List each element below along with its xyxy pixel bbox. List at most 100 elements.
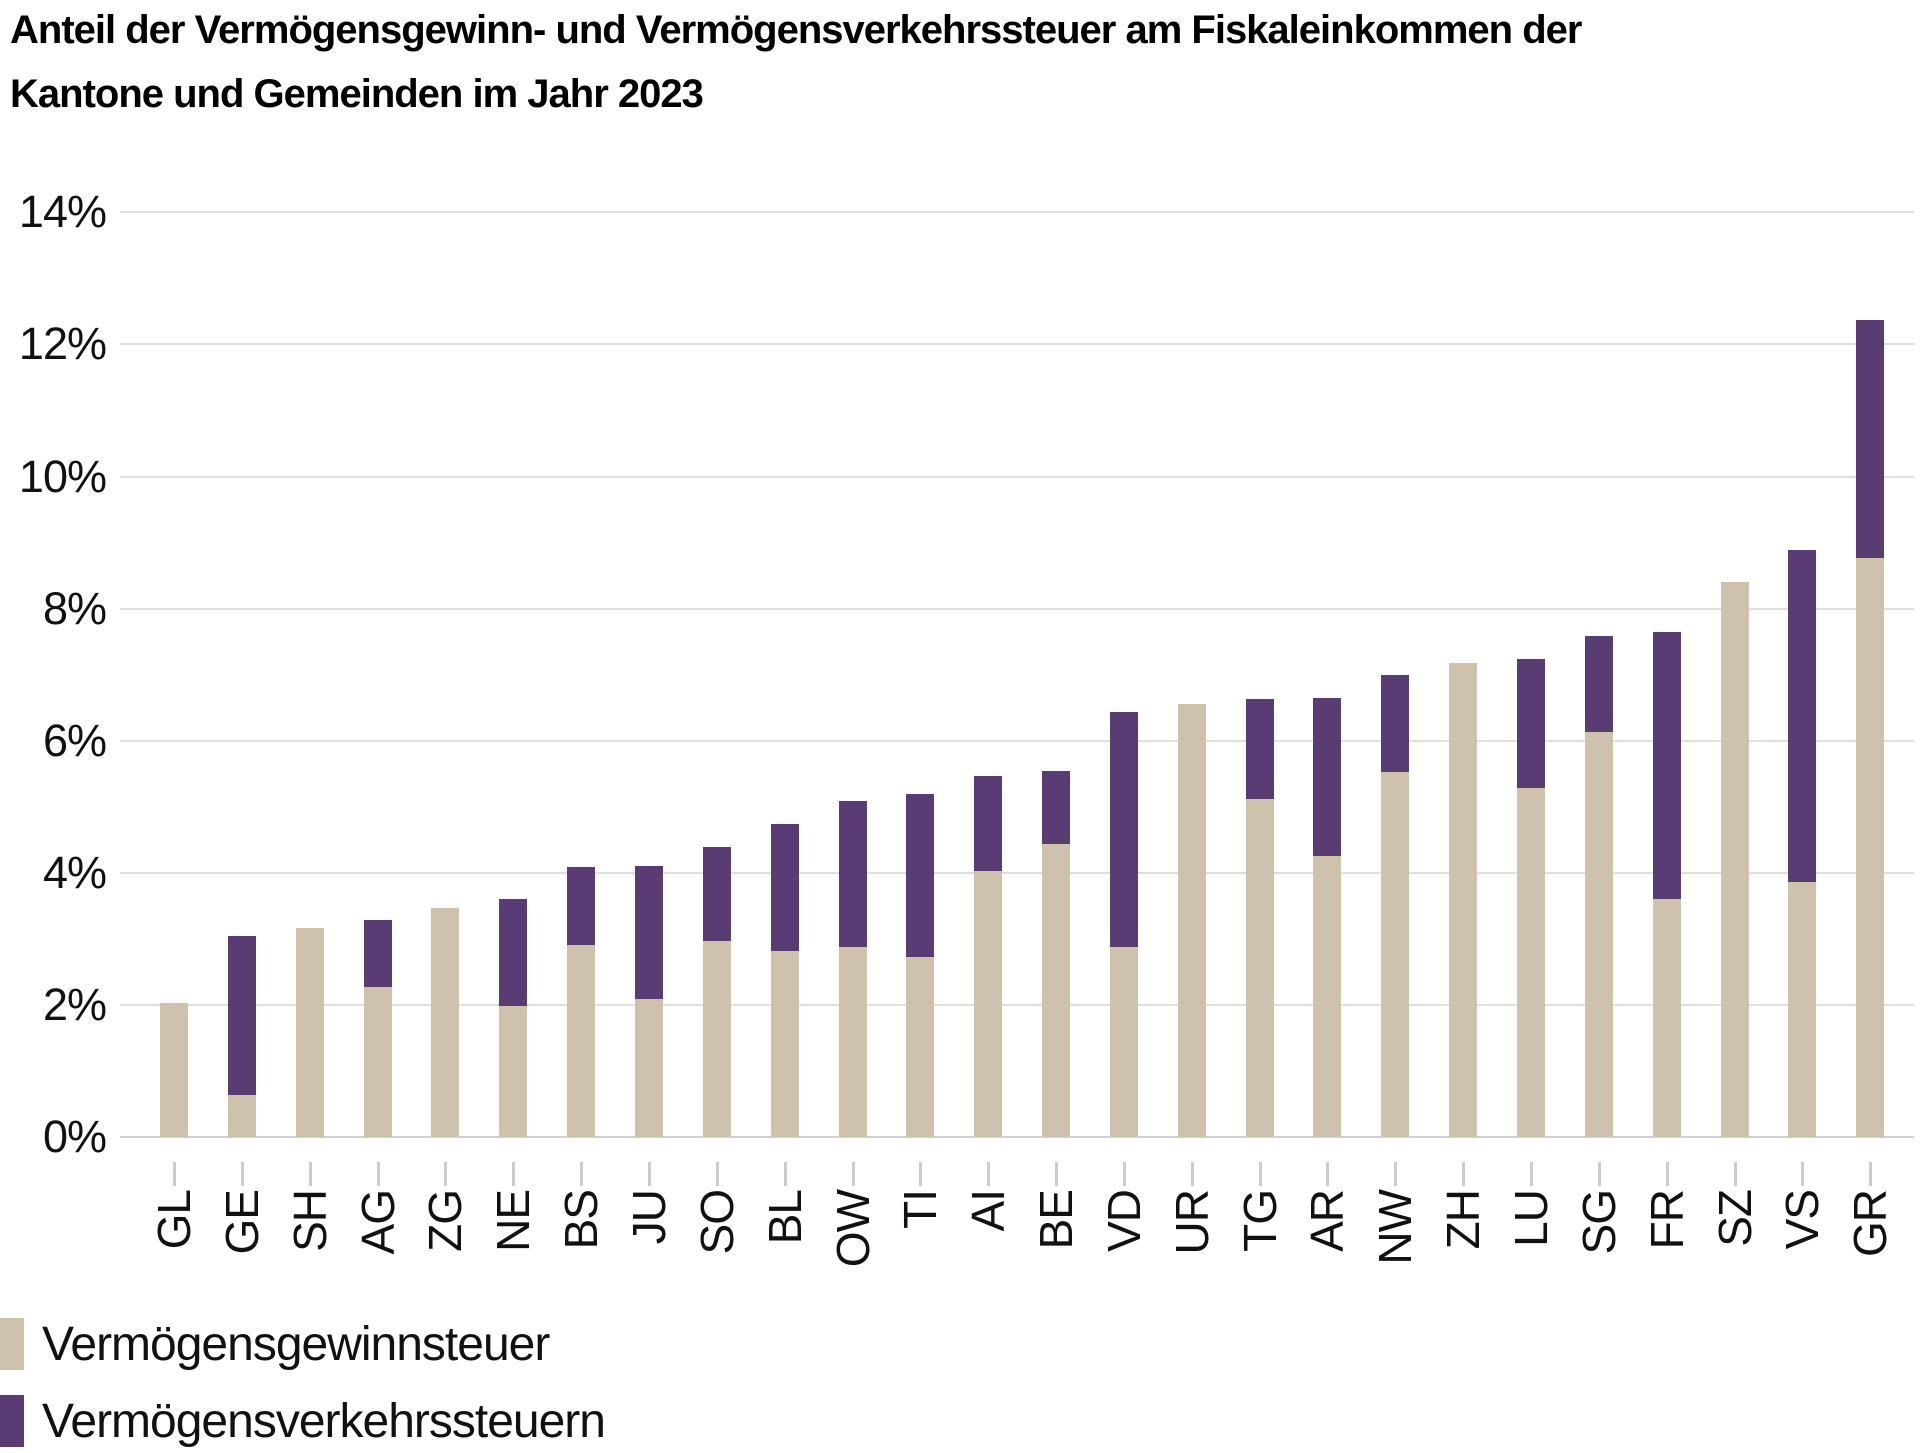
x-axis-label-FR: FR — [1641, 1190, 1693, 1250]
x-axis-label-JU: JU — [623, 1190, 675, 1245]
bar-segment-gewinnsteuer-BS — [567, 945, 595, 1137]
bar-segment-gewinnsteuer-VS — [1788, 882, 1816, 1137]
bar-segment-gewinnsteuer-AG — [364, 987, 392, 1137]
x-tick-AI — [987, 1162, 990, 1186]
bar-segment-gewinnsteuer-VD — [1110, 946, 1138, 1137]
x-tick-VD — [1123, 1162, 1126, 1186]
x-tick-AG — [377, 1162, 380, 1186]
x-tick-GR — [1869, 1162, 1872, 1186]
x-axis-label-VS: VS — [1776, 1190, 1828, 1250]
gridline-4pct — [120, 872, 1914, 874]
legend-label: Vermögensverkehrssteuern — [42, 1394, 606, 1448]
bar-segment-gewinnsteuer-NE — [499, 1006, 527, 1137]
bar-segment-verkehrssteuer-AI — [974, 775, 1002, 872]
gridline-6pct — [120, 740, 1914, 742]
x-axis-label-OW: OW — [827, 1190, 879, 1268]
legend-swatch-purple — [0, 1395, 24, 1447]
chart-title-line2: Kantone und Gemeinden im Jahr 2023 — [10, 72, 704, 116]
bar-segment-verkehrssteuer-TI — [906, 794, 934, 958]
x-axis-label-VD: VD — [1098, 1190, 1150, 1252]
legend-swatch-beige — [0, 1318, 24, 1370]
x-tick-JU — [648, 1162, 651, 1186]
bar-segment-verkehrssteuer-LU — [1517, 659, 1545, 788]
x-axis-label-GE: GE — [216, 1190, 268, 1255]
x-axis-label-TI: TI — [894, 1190, 946, 1229]
bar-segment-gewinnsteuer-GE — [228, 1094, 256, 1137]
bar-segment-verkehrssteuer-TG — [1246, 699, 1274, 799]
x-axis-label-TG: TG — [1234, 1190, 1286, 1252]
bar-segment-gewinnsteuer-SO — [703, 941, 731, 1137]
x-axis-label-BL: BL — [759, 1190, 811, 1245]
x-axis-label-SZ: SZ — [1709, 1190, 1761, 1247]
bar-segment-gewinnsteuer-BE — [1042, 843, 1070, 1137]
bar-segment-gewinnsteuer-SH — [296, 927, 324, 1137]
y-axis-label-14%: 14% — [18, 186, 107, 237]
bar-segment-gewinnsteuer-NW — [1381, 772, 1409, 1137]
bar-segment-verkehrssteuer-FR — [1653, 632, 1681, 899]
bar-segment-gewinnsteuer-SG — [1585, 732, 1613, 1137]
chart-title-line1: Anteil der Vermögensgewinn- und Vermögen… — [10, 8, 1582, 52]
y-axis-label-0%: 0% — [42, 1111, 107, 1162]
x-axis-label-ZH: ZH — [1437, 1190, 1489, 1250]
x-axis-label-GR: GR — [1844, 1190, 1896, 1257]
bar-segment-verkehrssteuer-BL — [771, 823, 799, 952]
x-tick-BE — [1055, 1162, 1058, 1186]
bar-segment-gewinnsteuer-GR — [1856, 558, 1884, 1137]
bar-segment-verkehrssteuer-GR — [1856, 319, 1884, 559]
bar-segment-gewinnsteuer-BL — [771, 951, 799, 1137]
gridline-8pct — [120, 608, 1914, 610]
x-axis-label-BS: BS — [555, 1190, 607, 1250]
y-axis-label-12%: 12% — [18, 318, 107, 369]
bar-segment-verkehrssteuer-JU — [635, 866, 663, 999]
bar-segment-verkehrssteuer-BS — [567, 866, 595, 946]
x-axis-label-SG: SG — [1573, 1190, 1625, 1255]
gridline-14pct — [120, 211, 1914, 213]
gridline-0pct — [120, 1136, 1914, 1138]
legend-item-vermoegensgewinnsteuer: Vermögensgewinnsteuer — [0, 1318, 550, 1371]
bar-segment-verkehrssteuer-BE — [1042, 771, 1070, 844]
x-tick-TI — [919, 1162, 922, 1186]
x-tick-NW — [1394, 1162, 1397, 1186]
x-tick-OW — [852, 1162, 855, 1186]
bar-segment-gewinnsteuer-ZH — [1449, 662, 1477, 1137]
x-axis-label-NE: NE — [487, 1190, 539, 1252]
x-tick-FR — [1666, 1162, 1669, 1186]
x-tick-BL — [784, 1162, 787, 1186]
y-axis-label-8%: 8% — [42, 583, 107, 634]
x-tick-NE — [512, 1162, 515, 1186]
bar-segment-gewinnsteuer-UR — [1178, 703, 1206, 1137]
legend-item-vermoegensverkehrssteuern: Vermögensverkehrssteuern — [0, 1394, 606, 1448]
gridline-2pct — [120, 1004, 1914, 1006]
bar-segment-gewinnsteuer-GL — [160, 1002, 188, 1137]
x-axis-label-AI: AI — [962, 1190, 1014, 1232]
x-axis-label-SH: SH — [284, 1190, 336, 1252]
x-axis-label-UR: UR — [1166, 1190, 1218, 1255]
x-tick-GE — [241, 1162, 244, 1186]
bar-segment-gewinnsteuer-ZG — [431, 908, 459, 1137]
bar-segment-verkehrssteuer-NE — [499, 898, 527, 1007]
bar-segment-gewinnsteuer-LU — [1517, 787, 1545, 1137]
bar-segment-verkehrssteuer-OW — [839, 800, 867, 948]
x-tick-BS — [580, 1162, 583, 1186]
x-tick-SG — [1598, 1162, 1601, 1186]
x-tick-TG — [1259, 1162, 1262, 1186]
bar-segment-verkehrssteuer-GE — [228, 936, 256, 1095]
bar-segment-verkehrssteuer-SO — [703, 847, 731, 942]
y-axis-label-6%: 6% — [42, 715, 107, 766]
x-tick-SZ — [1734, 1162, 1737, 1186]
x-axis-label-AR: AR — [1301, 1190, 1353, 1252]
bar-segment-verkehrssteuer-VD — [1110, 712, 1138, 947]
x-axis-label-GL: GL — [148, 1190, 200, 1250]
x-tick-GL — [173, 1162, 176, 1186]
x-axis-label-SO: SO — [691, 1190, 743, 1255]
x-axis-label-AG: AG — [352, 1190, 404, 1255]
bar-segment-gewinnsteuer-FR — [1653, 898, 1681, 1137]
y-axis-label-10%: 10% — [18, 451, 107, 502]
x-axis-label-ZG: ZG — [419, 1190, 471, 1252]
bar-segment-gewinnsteuer-TG — [1246, 798, 1274, 1137]
x-tick-ZG — [444, 1162, 447, 1186]
x-axis-label-LU: LU — [1505, 1190, 1557, 1247]
x-tick-ZH — [1462, 1162, 1465, 1186]
bar-segment-verkehrssteuer-AR — [1313, 697, 1341, 857]
